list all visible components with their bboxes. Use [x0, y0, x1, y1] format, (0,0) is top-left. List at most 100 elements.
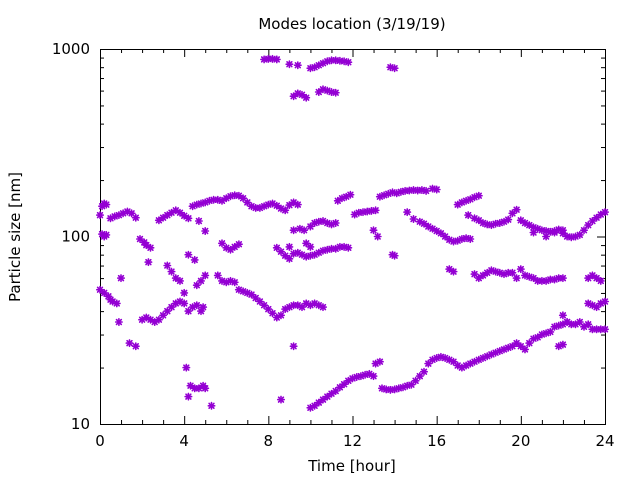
data-point	[125, 339, 134, 348]
data-point	[525, 339, 534, 348]
y-tick-label: 10	[71, 415, 90, 433]
data-point	[293, 61, 302, 70]
data-point	[281, 251, 290, 260]
x-tick-label: 24	[595, 432, 614, 450]
data-point	[464, 211, 473, 220]
data-point	[306, 242, 315, 251]
data-point	[596, 276, 605, 285]
data-point	[314, 87, 323, 97]
data-point	[199, 303, 208, 312]
x-tick-label: 20	[511, 432, 530, 450]
data-point	[537, 226, 546, 235]
x-axis-label: Time [hour]	[307, 457, 396, 475]
x-tick-label: 16	[427, 432, 446, 450]
data-point	[344, 58, 353, 67]
y-tick-label: 1000	[52, 40, 90, 58]
data-point	[289, 226, 298, 235]
data-point	[371, 206, 380, 215]
data-point	[483, 268, 492, 277]
data-point	[186, 381, 195, 390]
data-point	[184, 214, 193, 223]
data-points	[95, 54, 610, 412]
data-point	[180, 299, 189, 308]
data-point	[192, 301, 201, 310]
data-point	[297, 90, 307, 99]
data-point	[422, 186, 431, 195]
data-point	[409, 214, 418, 224]
data-point	[333, 196, 342, 205]
axis-ticks	[100, 49, 606, 425]
data-point	[403, 208, 412, 217]
data-point	[201, 226, 210, 236]
data-point	[318, 395, 328, 404]
data-point	[584, 320, 593, 329]
x-tick-label: 8	[264, 432, 274, 450]
data-point	[131, 213, 140, 222]
data-point	[474, 191, 483, 200]
data-point	[285, 254, 294, 263]
data-point	[194, 216, 203, 226]
data-point	[331, 56, 340, 65]
data-point	[550, 228, 559, 237]
data-point	[300, 226, 309, 235]
data-point	[281, 206, 290, 215]
data-point	[520, 345, 530, 354]
y-axis-label: Particle size [nm]	[6, 172, 24, 302]
data-point	[207, 401, 216, 410]
data-point	[369, 372, 378, 381]
data-point	[230, 278, 239, 287]
data-point	[272, 55, 281, 64]
data-point	[201, 384, 210, 393]
data-point	[182, 363, 191, 372]
data-point	[95, 285, 105, 294]
data-point	[289, 92, 298, 101]
data-point	[95, 211, 105, 220]
data-point	[285, 60, 294, 69]
data-point	[529, 228, 538, 237]
data-point	[575, 317, 584, 327]
x-tick-label: 0	[95, 432, 105, 450]
data-point	[546, 327, 555, 336]
data-point	[346, 190, 355, 199]
data-point	[558, 340, 567, 349]
x-tick-label: 12	[343, 432, 362, 450]
data-point	[293, 200, 302, 209]
data-point	[171, 274, 180, 283]
data-point	[335, 383, 344, 392]
data-point	[276, 395, 286, 404]
data-point	[375, 357, 384, 366]
data-point	[112, 299, 121, 308]
data-point	[512, 205, 521, 214]
tick-labels: 0 4 8 12 16 20 24 10 100 1000	[52, 40, 615, 450]
data-point	[584, 274, 593, 283]
chart-title: Modes location (3/19/19)	[258, 15, 445, 33]
data-point	[272, 201, 281, 210]
data-point	[163, 261, 172, 270]
data-point	[474, 274, 483, 283]
data-point	[190, 255, 199, 264]
data-point	[350, 210, 359, 219]
data-point	[276, 311, 286, 320]
data-point	[542, 232, 551, 241]
data-point	[449, 267, 458, 276]
data-point	[600, 325, 610, 334]
data-point	[457, 198, 466, 207]
data-point	[243, 198, 252, 207]
data-point	[180, 288, 189, 297]
data-point	[146, 243, 155, 252]
data-point	[508, 268, 517, 277]
data-point	[318, 303, 328, 312]
data-point	[563, 317, 572, 327]
data-point	[310, 63, 319, 72]
data-point	[175, 276, 185, 285]
data-point	[119, 209, 128, 218]
data-point	[558, 274, 567, 283]
data-point	[600, 297, 610, 306]
data-point	[579, 322, 589, 331]
data-point	[575, 230, 584, 239]
data-point	[302, 93, 311, 102]
x-tick-label: 4	[179, 432, 189, 450]
data-point	[558, 311, 567, 320]
data-point	[419, 367, 429, 376]
